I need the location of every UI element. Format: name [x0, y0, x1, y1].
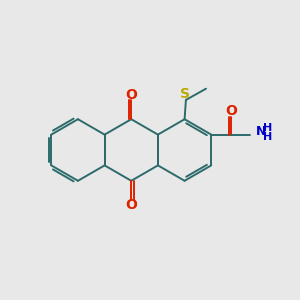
Text: S: S [180, 87, 190, 101]
Text: N: N [255, 125, 266, 138]
Text: O: O [125, 198, 137, 212]
Text: O: O [125, 88, 137, 102]
Text: O: O [225, 104, 237, 118]
Text: H: H [263, 132, 273, 142]
Text: H: H [263, 123, 273, 133]
